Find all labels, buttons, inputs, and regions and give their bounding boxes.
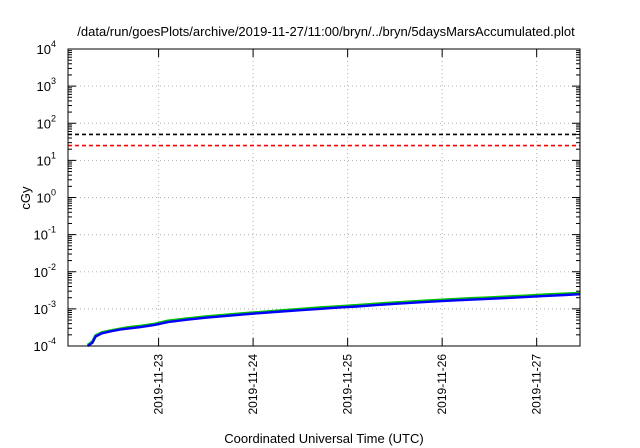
y-tick-exponent: 3 (51, 76, 56, 86)
chart-title: /data/run/goesPlots/archive/2019-11-27/1… (77, 24, 575, 39)
y-tick-label: 100 (37, 188, 56, 206)
y-tick-base: 10 (37, 153, 51, 168)
x-axis-label: Coordinated Universal Time (UTC) (224, 431, 423, 446)
x-tick-label: 2019-11-23 (152, 354, 166, 415)
y-tick-label: 103 (37, 76, 56, 94)
y-tick-base: 10 (37, 116, 51, 131)
y-tick-exponent: -4 (48, 336, 56, 346)
y-tick-exponent: -2 (48, 262, 56, 272)
y-tick-base: 10 (34, 302, 48, 317)
y-tick-label: 10-1 (34, 225, 56, 243)
series-layer (86, 291, 581, 347)
y-tick-base: 10 (34, 339, 48, 354)
y-tick-base: 10 (34, 228, 48, 243)
reference-lines (68, 133, 580, 147)
x-tick-label: 2019-11-25 (341, 354, 355, 415)
y-tick-exponent: -3 (48, 299, 56, 309)
y-tick-label: 10-4 (34, 336, 56, 354)
y-tick-base: 10 (37, 191, 51, 206)
y-tick-base: 10 (37, 42, 51, 57)
x-tick-label: 2019-11-27 (530, 354, 544, 415)
x-tick-label: 2019-11-26 (435, 354, 449, 415)
y-tick-base: 10 (34, 265, 48, 280)
x-axis: 2019-11-23 2019-11-24 2019-11-25 2019-11-26… (152, 49, 544, 415)
x-tick-label: 2019-11-24 (246, 354, 260, 415)
y-tick-label: 10-3 (34, 299, 56, 317)
y-tick-label: 102 (37, 113, 56, 131)
y-tick-base: 10 (37, 79, 51, 94)
y-tick-exponent: 1 (51, 150, 56, 160)
y-tick-exponent: 4 (51, 39, 56, 49)
y-tick-label: 101 (37, 150, 56, 168)
y-axis-label: cGy (18, 186, 33, 210)
y-tick-exponent: 2 (51, 113, 56, 123)
y-tick-exponent: 0 (51, 188, 56, 198)
y-tick-exponent: -1 (48, 225, 56, 235)
y-tick-label: 104 (37, 39, 56, 57)
series-line (87, 293, 581, 347)
y-tick-label: 10-2 (34, 262, 56, 280)
